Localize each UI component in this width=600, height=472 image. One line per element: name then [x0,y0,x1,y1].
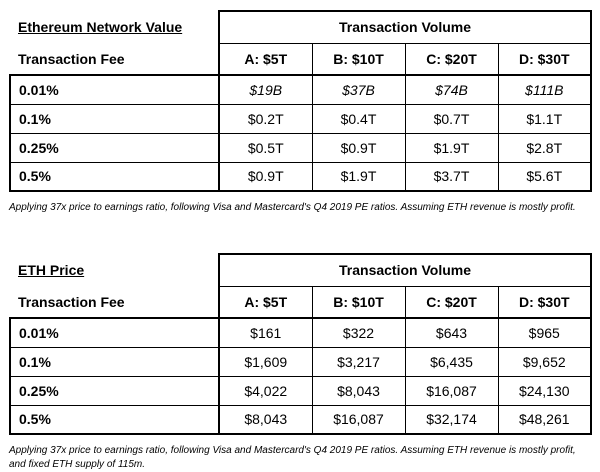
eth-price-table: ETH Price Transaction Volume Transaction… [9,253,592,435]
value-cell: $1,609 [218,346,313,377]
value-cell: $19B [218,74,313,105]
value-cell: $37B [311,74,406,105]
value-cell: $1.1T [497,103,592,134]
fee-cell: 0.1% [9,103,220,134]
network-value-table: Ethereum Network Value Transaction Volum… [9,10,592,192]
table-row: 0.25% $0.5T $0.9T $1.9T $2.8T [9,132,592,163]
value-cell: $2.8T [497,132,592,163]
fee-cell: 0.01% [9,317,220,348]
table-title-cell: Ethereum Network Value [10,11,219,43]
column-header-b: B: $10T [311,42,406,76]
column-header-row: Transaction Fee A: $5T B: $10T C: $20T D… [10,285,592,319]
column-header-row: Transaction Fee A: $5T B: $10T C: $20T D… [10,42,592,76]
value-cell: $0.7T [404,103,499,134]
value-cell: $8,043 [218,404,313,435]
value-cell: $48,261 [497,404,592,435]
eth-price-footnote: Applying 37x price to earnings ratio, fo… [9,445,576,470]
value-cell: $0.9T [218,161,313,192]
table-row: 0.1% $0.2T $0.4T $0.7T $1.1T [9,103,592,134]
value-cell: $1.9T [311,161,406,192]
value-cell: $161 [218,317,313,348]
value-cell: $5.6T [497,161,592,192]
table-title-cell: ETH Price [10,254,219,286]
fee-cell: 0.5% [9,404,220,435]
table-row: 0.5% $0.9T $1.9T $3.7T $5.6T [9,161,592,192]
value-cell: $0.5T [218,132,313,163]
column-header-d: D: $30T [497,285,592,319]
column-header-a: A: $5T [218,42,313,76]
table-row: 0.5% $8,043 $16,087 $32,174 $48,261 [9,404,592,435]
fee-cell: 0.25% [9,375,220,406]
value-cell: $0.4T [311,103,406,134]
value-cell: $0.2T [218,103,313,134]
network-value-section: Ethereum Network Value Transaction Volum… [9,10,595,215]
column-header-d: D: $30T [497,42,592,76]
column-header-c: C: $20T [404,285,499,319]
value-cell: $3,217 [311,346,406,377]
table-title: ETH Price [18,262,85,278]
value-cell: $16,087 [311,404,406,435]
table-row: 0.01% $19B $37B $74B $111B [9,74,592,105]
value-cell: $322 [311,317,406,348]
value-cell: $9,652 [497,346,592,377]
value-cell: $0.9T [311,132,406,163]
eth-price-section: ETH Price Transaction Volume Transaction… [9,253,595,472]
fee-cell: 0.25% [9,132,220,163]
table-row: 0.25% $4,022 $8,043 $16,087 $24,130 [9,375,592,406]
volume-header-cell: Transaction Volume [218,10,592,44]
network-value-footnote: Applying 37x price to earnings ratio, fo… [9,202,576,213]
column-header-a: A: $5T [218,285,313,319]
table-row: 0.1% $1,609 $3,217 $6,435 $9,652 [9,346,592,377]
value-cell: $3.7T [404,161,499,192]
value-cell: $4,022 [218,375,313,406]
value-cell: $111B [497,74,592,105]
column-header-b: B: $10T [311,285,406,319]
fee-cell: 0.5% [9,161,220,192]
table-title-row: ETH Price Transaction Volume [10,253,592,287]
fee-cell: 0.1% [9,346,220,377]
volume-header-cell: Transaction Volume [218,253,592,287]
value-cell: $1.9T [404,132,499,163]
value-cell: $6,435 [404,346,499,377]
table-title-row: Ethereum Network Value Transaction Volum… [10,10,592,44]
value-cell: $74B [404,74,499,105]
fee-header-cell: Transaction Fee [18,293,125,310]
table-row: 0.01% $161 $322 $643 $965 [9,317,592,348]
value-cell: $643 [404,317,499,348]
value-cell: $16,087 [404,375,499,406]
value-cell: $32,174 [404,404,499,435]
value-cell: $8,043 [311,375,406,406]
column-header-c: C: $20T [404,42,499,76]
value-cell: $965 [497,317,592,348]
fee-cell: 0.01% [9,74,220,105]
value-cell: $24,130 [497,375,592,406]
table-title: Ethereum Network Value [18,19,183,35]
fee-header-cell: Transaction Fee [18,50,125,67]
